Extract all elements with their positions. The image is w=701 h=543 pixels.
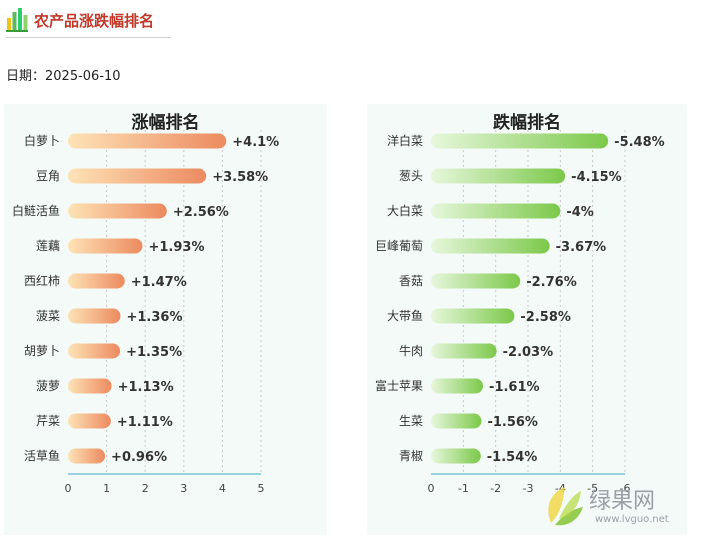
rise-bar (68, 273, 125, 289)
date-row: 日期：2025-06-10 (6, 65, 121, 84)
rise-value-label: +1.93% (148, 240, 204, 255)
fall-bar (431, 413, 482, 429)
fall-value-label: -2.58% (520, 310, 571, 325)
fall-category-label: 巨峰葡萄 (375, 239, 423, 253)
rise-bar (68, 378, 112, 394)
fall-x-tick-label: -3 (523, 482, 534, 495)
rise-category-label: 菠菜 (36, 309, 60, 323)
fall-value-label: -3.67% (556, 240, 607, 255)
fall-value-label: -5.48% (614, 135, 665, 150)
rise-value-label: +1.36% (126, 310, 182, 325)
fall-category-label: 富士苹果 (375, 378, 423, 393)
rise-bar (68, 168, 207, 184)
rise-value-label: +1.13% (118, 380, 174, 395)
rise-x-tick-label: 3 (180, 482, 187, 495)
rise-ranking-panel: 涨幅排名 0 1 2 3 4 5 白萝卜 +4.1% 豆角 +3.58% 白鲢活鱼 +2.56% 莲藕 +… (4, 104, 327, 535)
fall-bar (431, 203, 561, 219)
fall-value-label: -4.15% (571, 170, 622, 185)
header-divider (6, 37, 171, 38)
rise-bar (68, 203, 167, 219)
fall-value-label: -1.61% (489, 380, 539, 395)
fall-x-tick-label: -1 (458, 482, 469, 495)
fall-x-tick-label: -4 (555, 482, 566, 495)
fall-bar (431, 378, 484, 394)
fall-bar (431, 308, 515, 324)
rise-category-label: 胡萝卜 (24, 344, 60, 358)
fall-x-tick-label: 0 (428, 482, 435, 495)
rise-value-label: +3.58% (212, 170, 268, 185)
rise-bar (68, 448, 106, 464)
fall-bar (431, 448, 481, 464)
rise-category-label: 白萝卜 (24, 133, 60, 148)
rise-bar (68, 308, 121, 324)
rise-value-label: +1.11% (117, 415, 173, 430)
fall-value-label: -2.03% (503, 345, 554, 360)
date-value: 2025-06-10 (45, 69, 121, 84)
fall-bar (431, 273, 521, 289)
fall-category-label: 青椒 (399, 449, 423, 463)
fall-value-label: -2.76% (526, 275, 577, 290)
rise-category-label: 豆角 (36, 169, 60, 183)
rise-value-label: +4.1% (232, 135, 279, 150)
rise-category-label: 芹菜 (36, 414, 60, 428)
rise-value-label: +0.96% (111, 450, 167, 465)
fall-category-label: 大带鱼 (387, 309, 423, 323)
watermark-name: 绿果网 (589, 489, 656, 514)
fall-bar-chart: 0 -1 -2 -3 -4 -5 -6 洋白菜 -5.48% 葱头 -4.15% 大白菜 -4% 巨峰葡萄… (375, 130, 665, 495)
fall-chart-title: 跌幅排名 (493, 113, 561, 133)
fall-category-label: 洋白菜 (387, 133, 423, 148)
rise-category-label: 西红柿 (24, 273, 60, 288)
fall-category-label: 香菇 (399, 274, 423, 288)
rise-value-label: +1.35% (126, 345, 182, 360)
fall-category-label: 生菜 (399, 414, 423, 428)
date-label: 日期： (6, 69, 46, 84)
fall-value-label: -1.56% (487, 415, 538, 430)
fall-x-tick-label: -6 (620, 482, 631, 495)
fall-category-label: 大白菜 (387, 203, 423, 218)
rise-x-tick-label: 5 (258, 482, 265, 495)
leaf-logo-icon (548, 487, 583, 526)
fall-value-label: -4% (566, 205, 593, 220)
rise-bar (68, 343, 121, 359)
fall-bar (431, 343, 497, 359)
rise-value-label: +1.47% (131, 275, 187, 290)
fall-bar (431, 133, 609, 149)
rise-x-tick-label: 4 (219, 482, 226, 495)
rise-category-label: 菠萝 (36, 379, 60, 393)
rise-chart-title: 涨幅排名 (131, 113, 200, 133)
rise-bar-chart: 0 1 2 3 4 5 白萝卜 +4.1% 豆角 +3.58% 白鲢活鱼 +2.56% 莲藕 +1.93%… (12, 130, 279, 495)
rise-category-label: 活草鱼 (24, 449, 60, 463)
fall-ranking-panel: 跌幅排名 0 -1 -2 -3 -4 -5 -6 洋白菜 -5.48% 葱头 -4.15% 大白菜 -4… (367, 104, 687, 535)
rise-category-label: 莲藕 (36, 239, 60, 253)
fall-x-tick-label: -2 (490, 482, 501, 495)
fall-category-label: 葱头 (399, 169, 423, 183)
watermark: 绿果网 www.lvguo.net (543, 479, 693, 529)
fall-x-tick-label: -5 (587, 482, 598, 495)
rise-x-tick-label: 1 (103, 482, 110, 495)
fall-category-label: 牛肉 (399, 343, 423, 358)
fall-bar (431, 238, 550, 254)
page-title: 农产品涨跌幅排名 (34, 12, 155, 30)
rise-x-tick-label: 0 (65, 482, 72, 495)
fall-value-label: -1.54% (487, 450, 538, 465)
fall-bar (431, 168, 566, 184)
rise-category-label: 白鲢活鱼 (12, 203, 60, 218)
rise-x-tick-label: 2 (142, 482, 149, 495)
page-header: 农产品涨跌幅排名 (6, 6, 171, 38)
bar-chart-logo-icon (6, 8, 28, 32)
rise-bar (68, 413, 111, 429)
rise-bar (68, 133, 227, 149)
watermark-url: www.lvguo.net (595, 514, 669, 525)
rise-bar (68, 238, 143, 254)
rise-value-label: +2.56% (173, 205, 229, 220)
